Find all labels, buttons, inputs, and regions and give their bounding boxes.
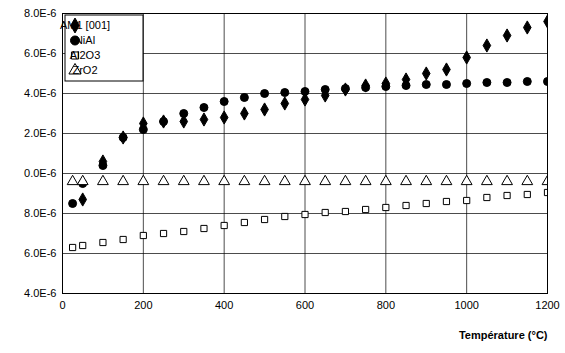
svg-text:0.0E-6: 0.0E-6 (24, 167, 56, 179)
svg-text:4.0E-6: 4.0E-6 (24, 87, 56, 99)
svg-text:8.0E-6: 8.0E-6 (24, 7, 56, 19)
svg-text:0: 0 (59, 299, 65, 311)
svg-text:400: 400 (215, 299, 233, 311)
svg-text:4.0E-6: 4.0E-6 (24, 287, 56, 299)
svg-text:1000: 1000 (454, 299, 478, 311)
svg-text:NiAl: NiAl (75, 34, 95, 46)
svg-text:8.0E-6: 8.0E-6 (24, 207, 56, 219)
svg-text:Température (°C): Température (°C) (459, 329, 548, 341)
svg-text:6.0E-6: 6.0E-6 (24, 247, 56, 259)
svg-text:AM1 [001]: AM1 [001] (60, 19, 110, 31)
svg-text:800: 800 (377, 299, 395, 311)
svg-text:1200: 1200 (535, 299, 559, 311)
svg-text:200: 200 (134, 299, 152, 311)
svg-text:600: 600 (296, 299, 314, 311)
svg-text:2.0E-6: 2.0E-6 (24, 127, 56, 139)
svg-text:Al2O3: Al2O3 (70, 49, 101, 61)
svg-text:ZrO2: ZrO2 (72, 64, 97, 76)
svg-text:6.0E-6: 6.0E-6 (24, 47, 56, 59)
